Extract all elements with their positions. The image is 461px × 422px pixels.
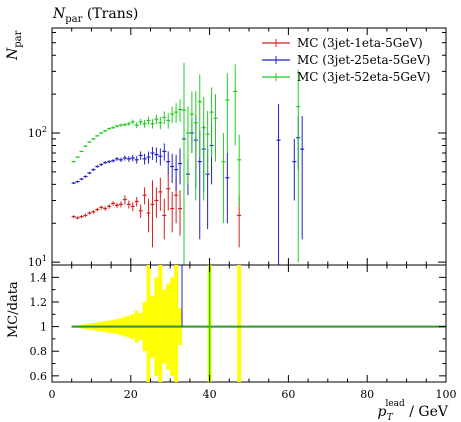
ratio-error-band — [158, 265, 163, 382]
series-group — [71, 62, 301, 265]
ratio-y-axis-label: MC/data — [6, 281, 21, 338]
y-axis-label: Npar — [5, 30, 24, 61]
x-axis-label: plead T / GeV — [377, 399, 448, 422]
x-tick-label: 100 — [436, 388, 457, 401]
chart-legend: MC (3jet-1eta-5GeV) MC (3jet-25eta-5GeV) M… — [262, 36, 430, 84]
x-tick-label: 40 — [203, 388, 217, 401]
main-plot: 101 102 — [28, 27, 447, 269]
x-tick-label: 80 — [360, 388, 374, 401]
ratio-y-tick-label: 0.6 — [30, 370, 48, 383]
ratio-y-tick-label: 0.8 — [30, 345, 48, 358]
ratio-error-band — [174, 265, 179, 382]
series-group — [71, 172, 242, 248]
legend-label: MC (3jet-52eta-5GeV) — [297, 70, 430, 84]
legend-label: MC (3jet-25eta-5GeV) — [297, 53, 430, 67]
x-tick-label: 60 — [281, 388, 295, 401]
ratio-y-tick-label: 1.4 — [30, 271, 48, 284]
ratio-error-band — [146, 265, 151, 382]
x-tick-label: 20 — [124, 388, 138, 401]
x-tick-label: 0 — [49, 388, 56, 401]
ratio-error-band — [237, 265, 242, 382]
ratio-y-tick-label: 1 — [40, 321, 47, 334]
y-tick-label: 101 — [28, 254, 47, 269]
ratio-plot: 0 20 40 60 80 100 0.6 0.8 1 1.2 1.4 — [30, 264, 457, 401]
y-tick-label: 102 — [28, 125, 47, 140]
ratio-y-tick-label: 1.2 — [30, 296, 48, 309]
chart-title: Npar (Trans) — [52, 6, 138, 25]
legend-label: MC (3jet-1eta-5GeV) — [297, 36, 423, 50]
